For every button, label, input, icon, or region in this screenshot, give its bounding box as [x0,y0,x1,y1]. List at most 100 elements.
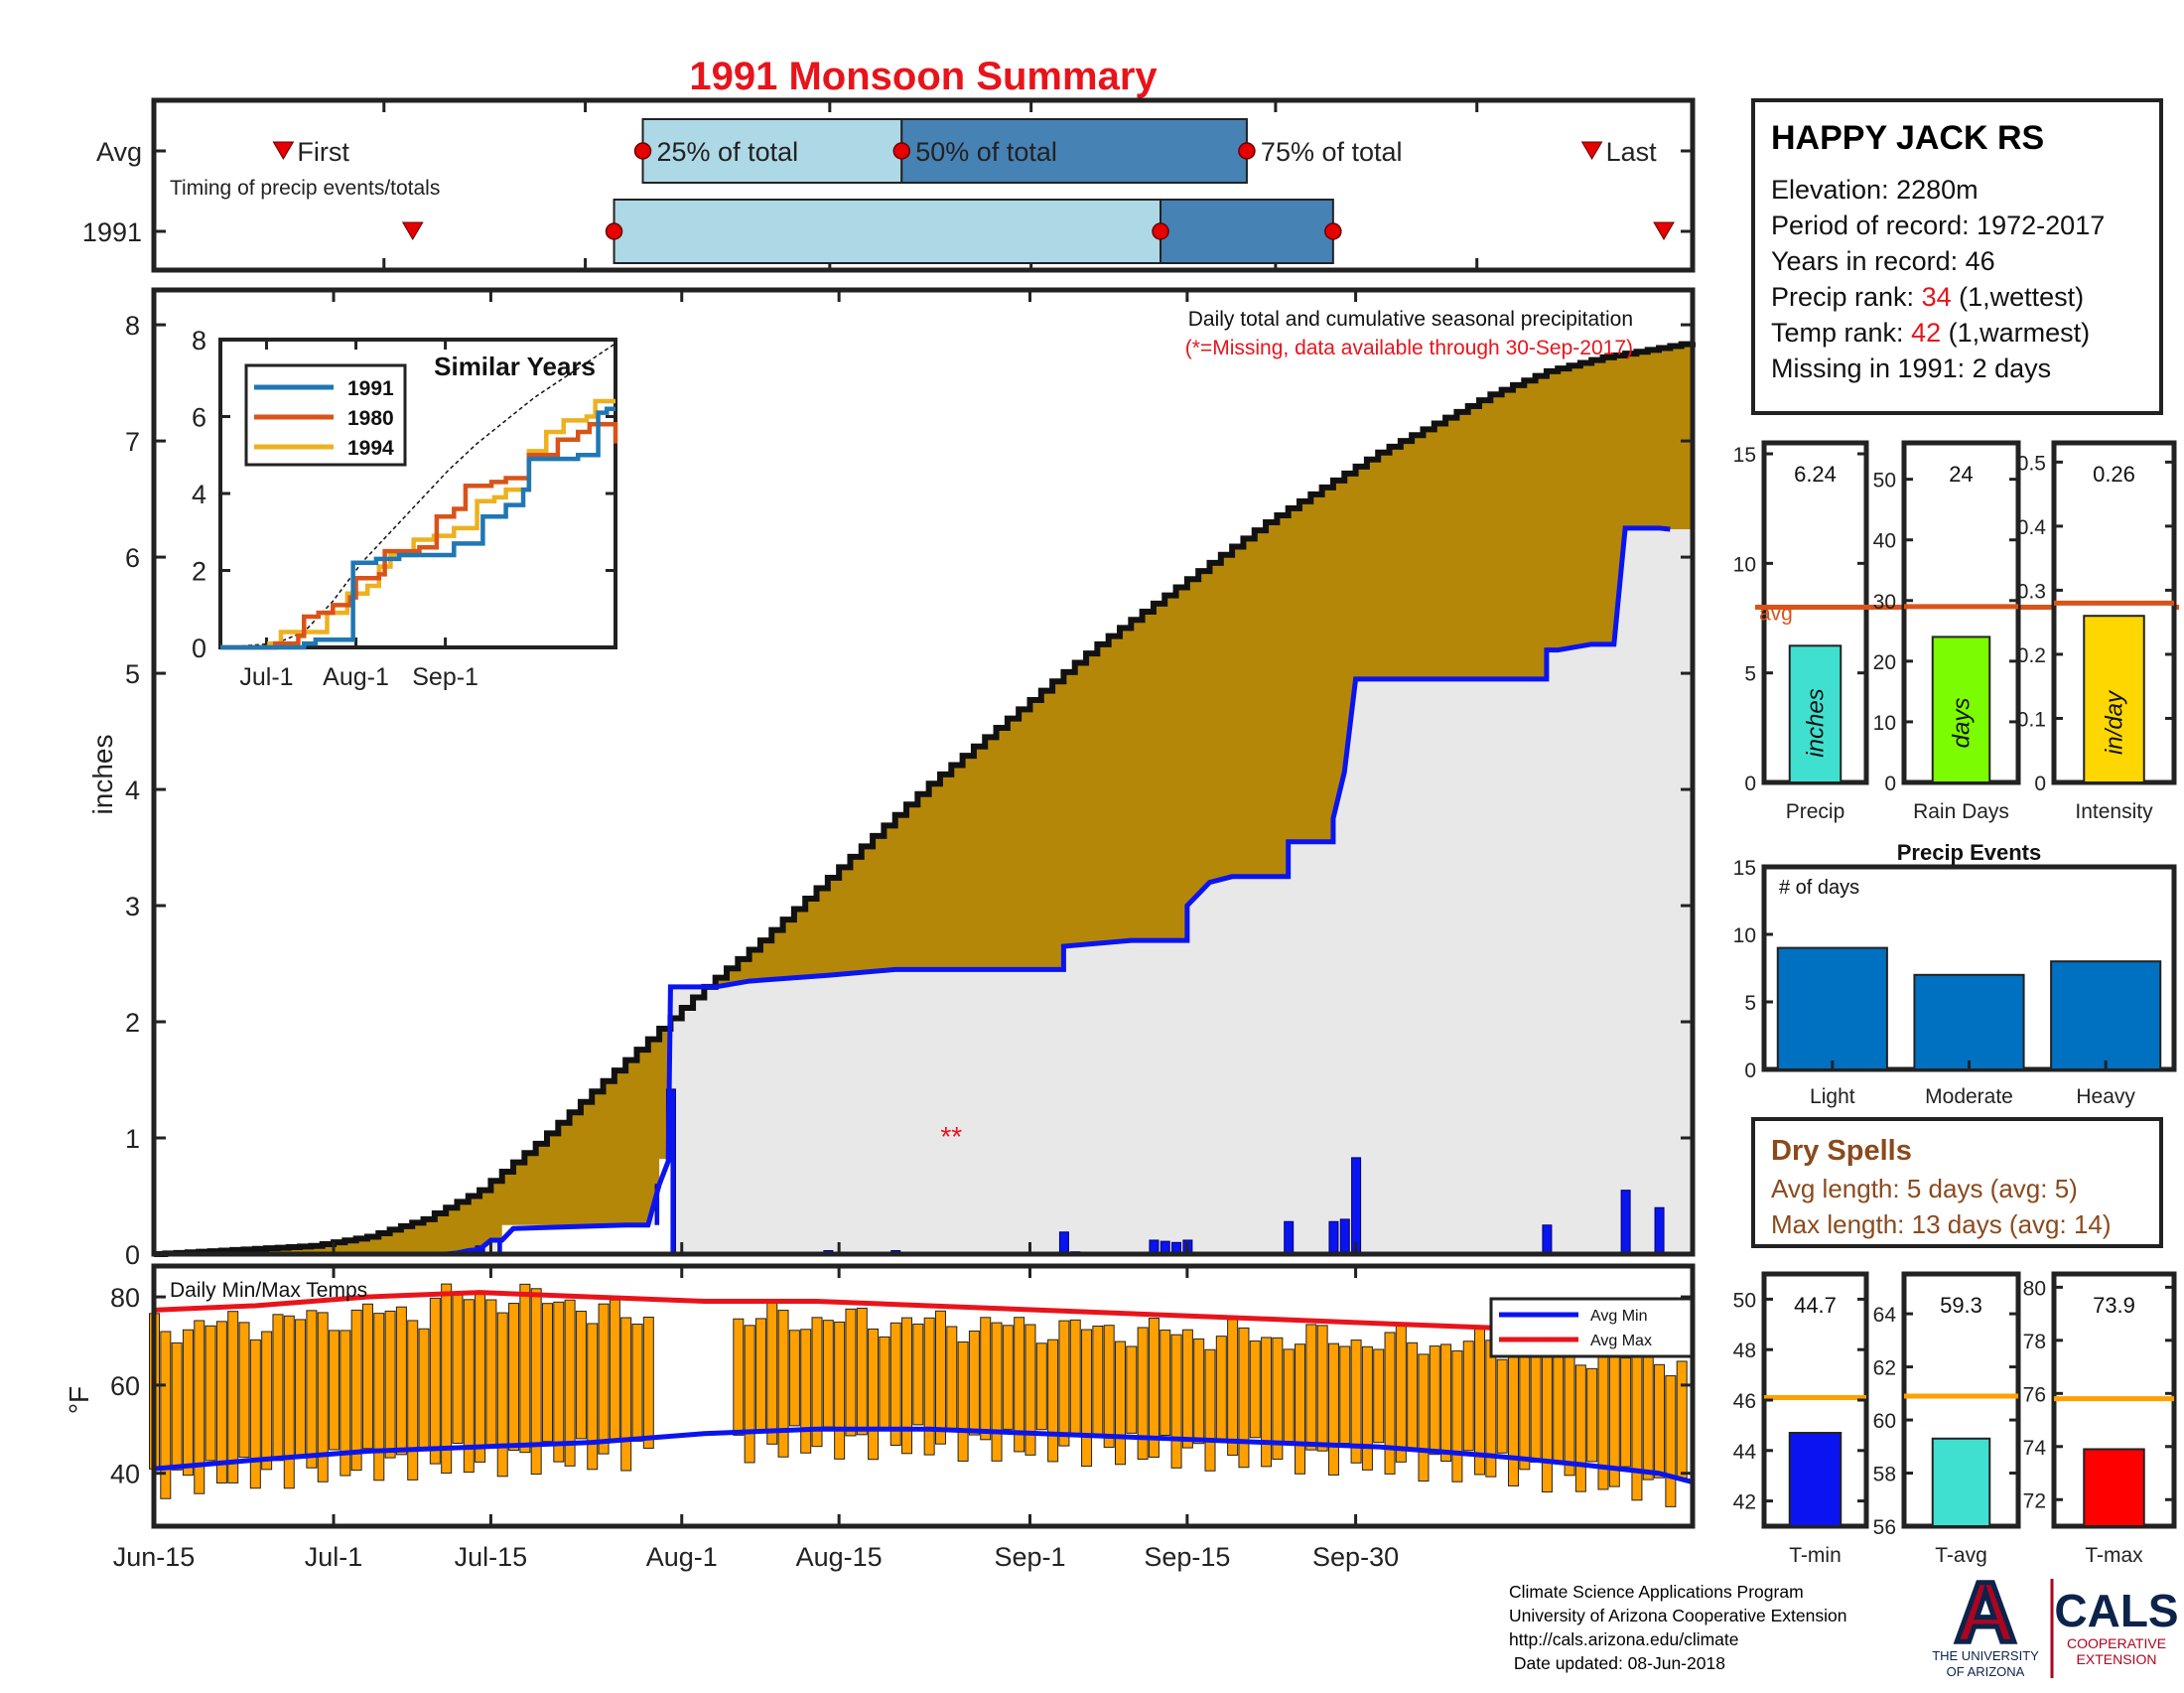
daily-temp-bar [541,1303,553,1443]
temp-ytick-label: 60 [110,1371,140,1401]
daily-temp-bar [754,1318,766,1433]
station-name: HAPPY JACK RS [1771,119,2044,157]
stat-ytick-label: 0.3 [2017,580,2046,603]
stat-ytick-label: 76 [2023,1383,2046,1406]
stat-ytick-label: 10 [1873,712,1896,735]
daily-temp-bar [182,1329,194,1477]
timing-first-last-marker [272,141,295,160]
stat-ytick-label: 58 [1873,1464,1896,1486]
temp-title: Daily Min/Max Temps [170,1279,367,1302]
daily-temp-bar [317,1312,329,1482]
daily-temp-bar [1451,1349,1463,1482]
stat-ytick-label: 80 [2023,1277,2046,1300]
precip-stats-panels: 0 5 10 15 6.24 inches Precip 0 10 20 30 40 50 24 days R… [1733,440,2179,823]
year-cumulative-area [154,527,1693,1254]
daily-temp-bar [1204,1348,1216,1472]
daily-temp-bar [553,1301,565,1463]
footer-credits: Climate Science Applications Program Uni… [1509,1582,1846,1673]
temp-stats-panels: 42 44 46 48 50 44.7 T-min 56 58 60 62 64 59.3 T-avg 72… [1733,1271,2177,1567]
daily-precip-bar [1328,1220,1339,1255]
daily-temp-bar [1361,1345,1373,1471]
stat-xlabel-intensity: Intensity [2075,800,2153,823]
daily-temp-bar [957,1340,969,1462]
footer-line-2: University of Arizona Cooperative Extens… [1509,1606,1846,1625]
station-years: Years in record: 46 [1771,246,1995,276]
daily-temp-bar [1215,1336,1227,1441]
daily-precip-bar [1284,1220,1295,1255]
stat-ytick-label: 10 [1733,553,1756,576]
daily-temp-bar [1014,1317,1025,1453]
temp-frame [151,1263,1696,1529]
daily-temp-bar [261,1331,273,1471]
daily-precip-bar [1620,1190,1631,1255]
station-elevation: Elevation: 2280m [1771,175,1979,205]
events-bar-heavy [2050,960,2162,1071]
daily-temp-bar [631,1324,643,1442]
stat-ytick-label: 44 [1733,1441,1757,1464]
daily-temp-bar [373,1313,385,1481]
daily-temp-bar [475,1293,486,1463]
daily-temp-bar [1429,1345,1440,1456]
daily-temp-bar [934,1310,946,1445]
station-info-box: HAPPY JACK RS Elevation: 2280m Period of… [1751,98,2163,415]
stat-ytick-label: 0 [2034,773,2046,795]
stat-ytick-label: 0.2 [2017,644,2046,667]
cals-logo-sub-2: EXTENSION [2077,1651,2157,1667]
daily-temp-bar [1395,1324,1407,1463]
daily-precip-bar [1542,1224,1553,1255]
precip-events-panel: Light Moderate Heavy 0 5 10 15 Precip Events # o… [1733,840,2177,1108]
cum-title: Daily total and cumulative seasonal prec… [1188,308,1633,331]
stat-value-tmin: 44.7 [1794,1293,1837,1318]
stat-xlabel-tavg: T-avg [1935,1544,1987,1567]
stat-value-tavg: 59.3 [1940,1293,1982,1318]
stat-xlabel-tmin: T-min [1789,1544,1842,1567]
daily-temp-bar [1058,1320,1070,1447]
daily-temp-bar [418,1328,430,1449]
timing-p25-label: 25% of total [657,137,799,167]
stat-ytick-label: 62 [1873,1357,1896,1380]
events-xlabel: Moderate [1925,1085,2013,1108]
timing-first-last-marker [1653,221,1675,240]
daily-temp-bar [395,1306,407,1456]
timing-percentile-marker [1324,222,1342,240]
stat-ytick-label: 42 [1733,1491,1756,1514]
daily-temps-panel: 40 60 80 Jun-15 Jul-1 Jul-15 Aug-1 Aug-15 Sep-1 S… [64,1263,1696,1572]
stat-inner-label-precip_total: inches [1803,688,1830,757]
inset-legend-label: 1980 [347,407,394,430]
daily-temp-bar [1261,1337,1273,1468]
daily-temp-bar [306,1310,318,1469]
daily-temp-bar [1002,1325,1014,1430]
stat-ytick-label: 5 [1744,663,1756,686]
daily-temp-bar [1631,1348,1643,1501]
daily-precip-bar [1339,1218,1350,1255]
daily-temp-bar [733,1318,745,1436]
daily-temp-bar [1035,1342,1047,1431]
daily-temp-bar [1316,1325,1328,1452]
daily-temp-bar [1496,1358,1508,1454]
missing-marker: ** [940,1121,962,1152]
temp-xtick-label: Aug-1 [646,1542,718,1572]
daily-temp-bar [845,1308,857,1437]
cum-ytick-label: 1 [125,1124,140,1154]
ua-logo-text-2: OF ARIZONA [1947,1664,2025,1679]
dry-spells-title: Dry Spells [1771,1135,1912,1167]
avg-cumulative-line [154,341,1696,1257]
cum-ytick-label: 6 [125,543,140,573]
daily-temp-bar [1126,1345,1138,1434]
daily-temp-bar [620,1317,632,1472]
stat-value-intensity: 0.26 [2093,462,2135,487]
daily-temp-bar [295,1319,307,1459]
daily-temp-bar [1069,1319,1081,1437]
daily-temp-bar [609,1299,620,1443]
events-xlabel: Light [1810,1085,1855,1108]
daily-temp-bar [407,1320,419,1481]
daily-temp-bar [800,1329,812,1454]
stat-ytick-label: 40 [1873,530,1896,553]
inset-xtick-label: Sep-1 [412,663,478,691]
stat-bar-intensity [2083,615,2145,784]
daily-temp-bar [171,1341,183,1471]
daily-temp-bar [1384,1332,1396,1475]
stat-bar-precip_total [1788,644,1843,784]
events-ytick-label: 15 [1733,857,1756,880]
stat-ytick-label: 48 [1733,1340,1756,1362]
